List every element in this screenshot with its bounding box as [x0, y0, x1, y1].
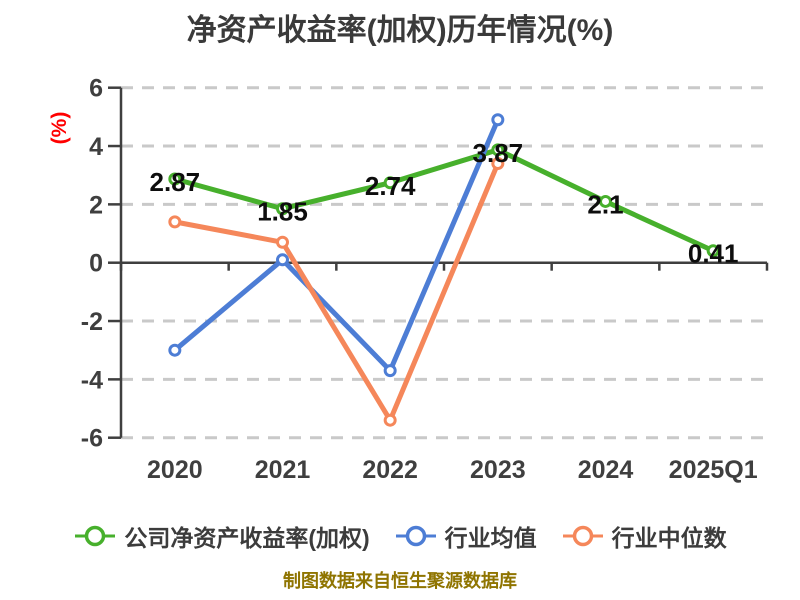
y-tick-label: -6	[81, 425, 103, 453]
legend-marker-green	[75, 525, 116, 547]
data-source-note: 制图数据来自恒生聚源数据库	[283, 571, 517, 591]
data-point-marker	[383, 364, 397, 378]
chart-title: 净资产收益率(加权)历年情况(%)	[186, 14, 614, 47]
value-label: 2.1	[587, 189, 623, 219]
data-point-marker	[383, 413, 397, 427]
x-tick-label: 2024	[578, 456, 634, 484]
data-point-marker	[383, 176, 397, 190]
legend-item-industry-mean: 行业均值	[394, 519, 537, 553]
series-line	[172, 147, 716, 254]
data-point-marker	[276, 253, 289, 267]
y-tick-label: -4	[81, 366, 103, 394]
x-tick-label: 2022	[362, 456, 418, 484]
data-point-marker	[168, 172, 182, 186]
value-label: 0.41	[688, 239, 739, 269]
value-label: 2.87	[150, 167, 201, 197]
y-tick-label: 0	[89, 250, 103, 278]
legend-marker-blue	[395, 525, 436, 547]
x-tick-label: 2020	[147, 456, 203, 484]
value-label: 1.85	[257, 197, 308, 227]
series-line	[172, 161, 501, 423]
y-tick-label: 2	[89, 191, 103, 219]
y-tick-label: 6	[89, 75, 103, 103]
y-tick-label: -2	[81, 308, 103, 336]
x-tick-label: 2021	[255, 456, 311, 484]
series-line	[172, 117, 501, 374]
data-point-marker	[276, 235, 289, 249]
data-point-marker	[168, 215, 182, 229]
data-point-marker	[276, 202, 289, 216]
legend-label: 行业中位数	[611, 525, 727, 551]
data-point-marker	[491, 143, 505, 157]
legend-item-company-roe: 公司净资产收益率(加权)	[73, 519, 370, 553]
value-label: 2.74	[365, 171, 416, 201]
legend-label: 行业均值	[444, 525, 537, 551]
legend-item-industry-median: 行业中位数	[561, 519, 727, 553]
legend-label: 公司净资产收益率(加权)	[124, 525, 370, 551]
data-point-marker	[491, 113, 505, 127]
x-tick-label: 2023	[470, 456, 526, 484]
legend-marker-orange	[562, 525, 603, 547]
x-tick-label: 2025Q1	[669, 456, 758, 484]
chart-legend: 公司净资产收益率(加权) 行业均值 行业中位数	[0, 520, 800, 552]
data-point-marker	[706, 244, 720, 258]
data-point-marker	[599, 194, 612, 208]
data-point-marker	[491, 157, 505, 171]
y-tick-label: 4	[89, 133, 103, 161]
data-point-marker	[168, 343, 182, 357]
value-label: 3.87	[473, 138, 524, 168]
